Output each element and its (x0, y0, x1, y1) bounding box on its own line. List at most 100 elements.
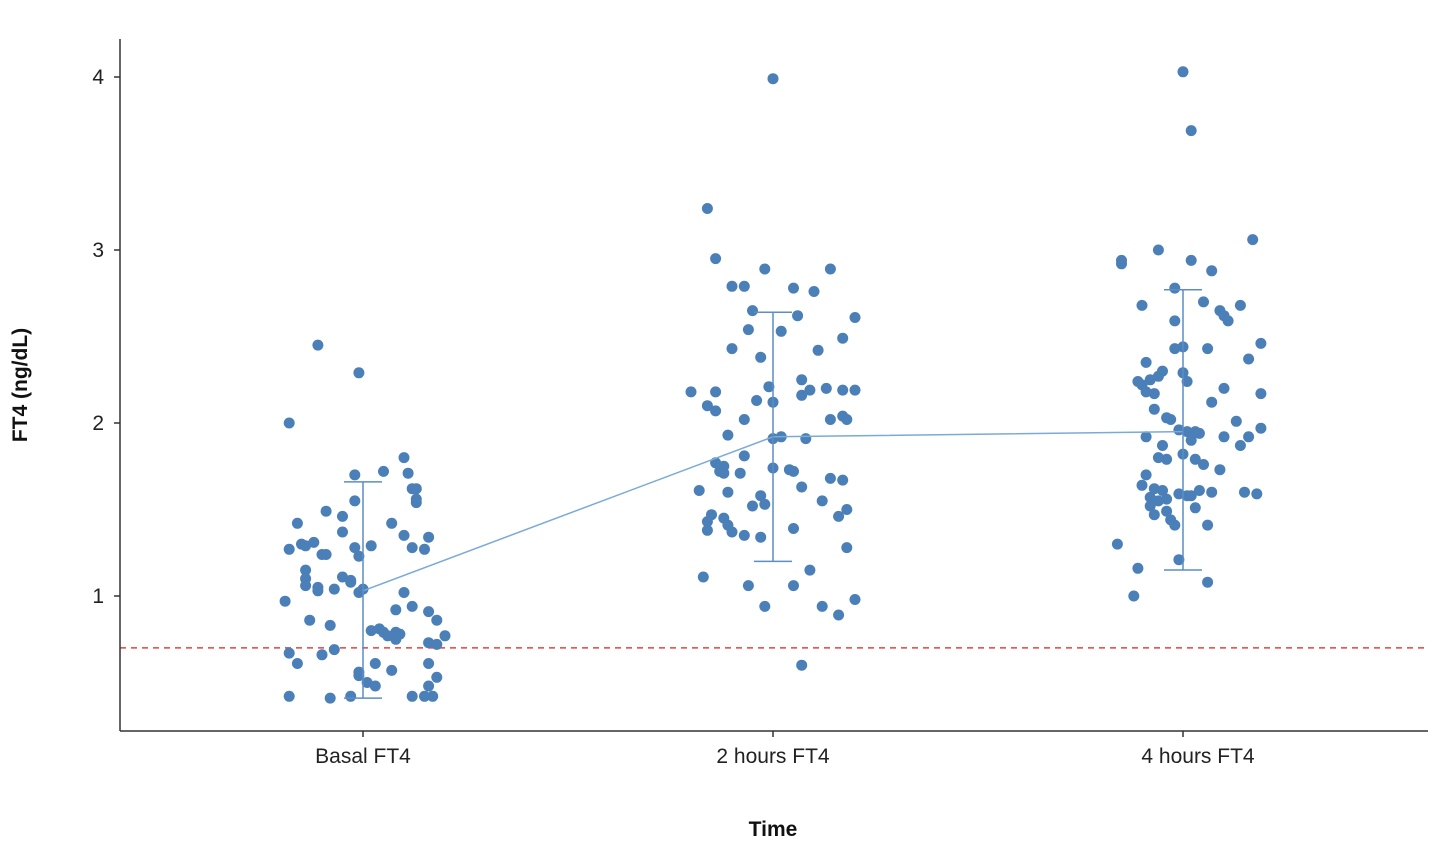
data-point (804, 384, 816, 396)
x-ticks-layer: Basal FT4 2 hours FT4 4 hours FT4 (315, 731, 1255, 768)
data-point (1243, 431, 1255, 443)
data-point (398, 587, 410, 598)
data-point (1193, 485, 1205, 496)
data-point (833, 510, 845, 522)
data-point (365, 540, 377, 552)
x-axis-title: Time (749, 818, 798, 841)
data-point (353, 587, 365, 598)
data-point (693, 485, 705, 496)
data-point (390, 604, 402, 616)
data-point (788, 282, 799, 294)
y-axis-title: FT4 (ng/dL) (9, 328, 32, 442)
data-point (1251, 488, 1263, 500)
data-point (337, 526, 348, 538)
data-point (710, 405, 722, 417)
data-point (300, 564, 312, 576)
data-point (697, 571, 709, 583)
data-point (1214, 464, 1226, 476)
data-point (1181, 426, 1193, 438)
error-bars-layer (344, 289, 1202, 699)
data-point (423, 637, 435, 649)
data-point (1173, 488, 1185, 500)
data-point (837, 474, 849, 486)
data-point (328, 583, 340, 595)
data-point (849, 384, 861, 396)
error-bar (1164, 289, 1202, 571)
data-point (349, 542, 361, 554)
data-point (1206, 486, 1218, 498)
data-point (763, 381, 775, 393)
data-point (1128, 590, 1140, 602)
error-bar (344, 481, 382, 699)
data-point (423, 531, 435, 543)
data-point (1111, 538, 1123, 550)
data-point (283, 647, 295, 659)
data-point (738, 414, 750, 425)
data-point (1198, 459, 1209, 470)
data-point (353, 670, 365, 682)
data-point (767, 73, 779, 85)
data-point (410, 497, 422, 509)
data-point (1169, 343, 1181, 355)
data-point (849, 594, 861, 605)
data-point (1148, 483, 1160, 495)
data-point (1152, 370, 1164, 382)
data-point (1140, 469, 1152, 481)
data-point (742, 324, 754, 336)
data-point (742, 580, 754, 592)
x-tick-label: 4 hours FT4 (1141, 745, 1255, 768)
data-point (345, 690, 357, 702)
data-point (402, 467, 414, 479)
axes-layer (119, 39, 1428, 732)
x-tick-label: Basal FT4 (315, 745, 411, 768)
data-point (841, 504, 853, 515)
data-point (734, 467, 746, 479)
data-point (304, 614, 316, 626)
data-point (1148, 388, 1160, 400)
data-point (1173, 554, 1185, 566)
y-tick-label: 2 (92, 412, 104, 435)
data-point (419, 690, 430, 702)
data-point (1148, 509, 1160, 521)
data-point (1152, 452, 1164, 464)
data-point (833, 609, 845, 621)
data-point (820, 382, 832, 394)
data-point (812, 344, 824, 356)
data-point (1218, 310, 1230, 322)
data-point (701, 516, 713, 528)
data-point (1169, 282, 1181, 294)
data-point (775, 325, 787, 337)
data-point (369, 658, 381, 669)
data-point (1202, 576, 1214, 588)
data-point (386, 517, 398, 529)
data-point (755, 490, 767, 502)
data-point (283, 417, 295, 429)
data-point (1185, 254, 1197, 266)
y-tick-label: 4 (92, 66, 104, 89)
data-point (792, 310, 804, 322)
data-point (353, 550, 365, 562)
data-point (726, 526, 738, 538)
data-point (349, 469, 361, 481)
data-point (788, 580, 799, 592)
data-point (1144, 491, 1156, 503)
data-point (1165, 414, 1177, 425)
data-points-layer (279, 66, 1267, 704)
data-point (796, 659, 808, 671)
data-point (291, 658, 303, 669)
data-point (849, 312, 861, 323)
data-point (788, 523, 799, 534)
data-point (1144, 500, 1156, 512)
data-point (320, 549, 332, 560)
data-point (796, 481, 808, 493)
data-point (423, 680, 435, 692)
data-point (788, 465, 799, 477)
data-point (726, 343, 738, 355)
data-point (837, 384, 849, 396)
data-point (1136, 299, 1148, 311)
data-point (710, 253, 722, 265)
data-point (816, 495, 828, 507)
data-point (718, 467, 730, 479)
data-point (1234, 299, 1246, 311)
